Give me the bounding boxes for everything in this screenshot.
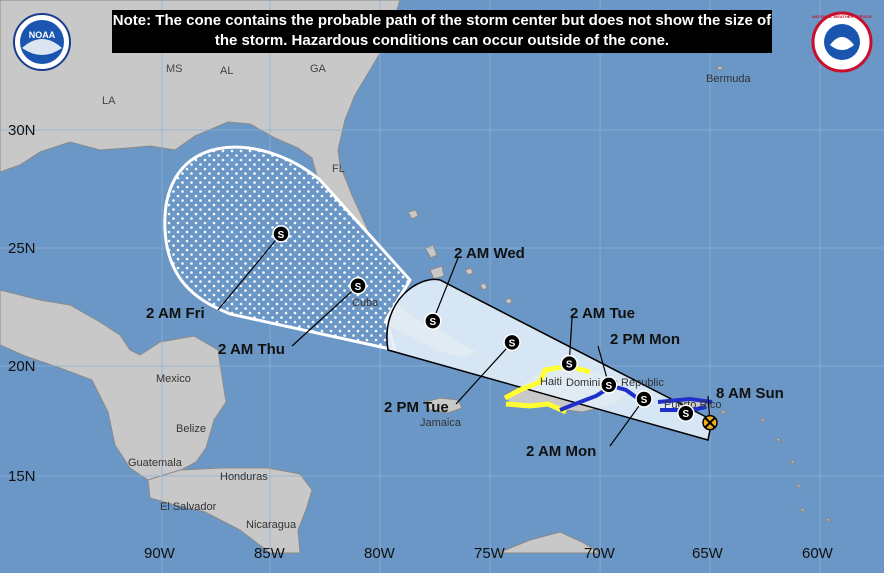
track-leader-line [217,233,282,311]
note-text: Note: The cone contains the probable pat… [112,12,772,49]
lon-label: 70W [584,545,616,562]
forecast-point-marker [349,277,367,295]
note-banner [112,10,772,53]
track-leader-line [609,398,645,447]
lat-label: 15N [8,468,36,485]
country-label: El Salvador [160,501,217,513]
forecast-point-symbol: S [355,282,362,293]
forecast-point-symbol: S [278,230,285,241]
lon-label: 75W [474,545,506,562]
current-position-x-icon [704,416,716,429]
country-label: Nicaragua [246,519,297,531]
noaa-logo-text: NOAA [29,30,56,40]
state-label: AL [220,65,233,77]
mexico-central-america [0,289,227,481]
cone-days-1-3 [386,278,713,441]
forecast-time-label: 2 PM Tue [384,399,449,416]
country-label: Bermuda [706,73,752,85]
nws-logo-text: NATIONAL WEATHER SERVICE [812,14,872,19]
state-label: FL [332,163,345,175]
country-label: Haiti [540,376,562,388]
central-america-south [147,467,313,554]
country-label: Mexico [156,373,191,385]
forecast-point-marker [600,376,618,394]
lon-label: 60W [802,545,834,562]
lat-labels: 30N 25N 20N 15N [8,122,36,485]
forecast-point-marker [272,225,290,243]
nws-logo: NATIONAL WEATHER SERVICE [811,11,873,73]
state-label: MS [166,63,183,75]
forecast-point-symbol: S [429,317,436,328]
forecast-point-symbol: S [566,360,573,371]
lon-label: 85W [254,545,286,562]
forecast-time-label: 2 AM Wed [454,245,525,262]
forecast-track: 8 AM Sun S S 2 AM Mon S 2 PM Mon S 2 AM Tue S 2 P… [146,225,784,460]
forecast-point-symbol: S [641,395,648,406]
south-america [497,531,602,554]
country-label: Cuba [352,297,379,309]
forecast-time-label: 2 PM Mon [610,331,680,348]
forecast-time-label: 2 AM Mon [526,443,596,460]
state-label: LA [102,95,116,107]
country-label: Guatemala [128,457,183,469]
forecast-point-marker [424,312,442,330]
forecast-time-label: 8 AM Sun [716,385,784,402]
state-label: GA [310,63,327,75]
forecast-point-marker [560,354,578,373]
forecast-point-symbol: S [682,409,689,420]
bahamas [407,209,513,305]
state-labels: MS AL GA LA FL [102,63,345,175]
country-labels: Bermuda Cuba Mexico Belize Guatemala Hon… [128,73,752,531]
hurricane-warning-yellow-south [505,401,568,415]
forecast-point-symbol: S [509,338,516,349]
noaa-logo: NOAA [13,13,71,71]
forecast-point-symbol: S [605,381,612,392]
forecast-point-marker [635,390,653,408]
track-leader-line [291,285,359,347]
lat-label: 25N [8,240,36,257]
lesser-antilles [718,409,833,523]
lat-label: 30N [8,122,36,139]
jamaica [424,397,463,414]
country-label: Jamaica [420,417,462,429]
forecast-time-label: 2 AM Thu [218,341,285,358]
bermuda [714,65,724,71]
lon-labels: 90W 85W 80W 75W 70W 65W 60W [144,545,834,562]
lon-label: 90W [144,545,176,562]
forecast-time-label: 2 AM Tue [570,305,635,322]
track-leader-line [432,257,459,322]
country-label: Honduras [220,471,268,483]
lon-label: 65W [692,545,724,562]
forecast-point-marker [677,404,695,422]
country-label: Puerto Rico [664,399,721,411]
lon-label: 80W [364,545,396,562]
forecast-time-label: 2 AM Fri [146,305,205,322]
country-label: Belize [176,423,206,435]
lat-label: 20N [8,358,36,375]
track-leader-line [455,341,513,405]
forecast-point-marker [503,333,521,352]
